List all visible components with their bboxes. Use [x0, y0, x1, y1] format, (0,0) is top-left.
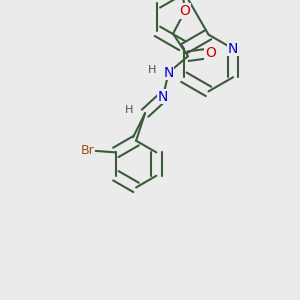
Text: O: O [205, 46, 216, 60]
Text: O: O [180, 4, 190, 18]
Text: N: N [228, 42, 238, 56]
Text: N: N [158, 90, 168, 104]
Text: H: H [148, 65, 156, 75]
Text: H: H [124, 105, 133, 115]
Text: N: N [163, 66, 174, 80]
Text: Br: Br [81, 144, 95, 158]
